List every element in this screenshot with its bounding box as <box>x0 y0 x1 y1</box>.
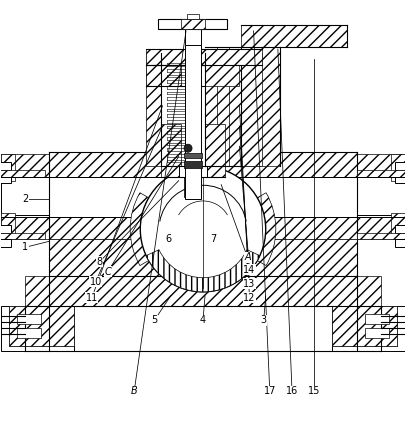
Bar <box>178 166 207 177</box>
Bar <box>205 124 225 177</box>
Text: 2: 2 <box>22 194 28 204</box>
Bar <box>1 306 73 350</box>
Bar <box>356 177 404 215</box>
Bar <box>332 306 396 347</box>
Text: C: C <box>104 267 111 276</box>
Bar <box>186 14 198 19</box>
Text: 16: 16 <box>285 386 297 396</box>
Text: B: B <box>130 386 137 396</box>
Text: 11: 11 <box>85 293 98 303</box>
Bar <box>146 49 261 65</box>
Bar <box>1 154 49 177</box>
Text: 7: 7 <box>209 234 216 244</box>
Bar <box>0 233 45 239</box>
Text: 13: 13 <box>243 279 255 289</box>
Bar <box>9 306 73 347</box>
Bar <box>394 225 405 233</box>
Bar <box>160 53 205 166</box>
Bar <box>356 233 404 239</box>
Bar <box>49 239 356 276</box>
Bar <box>185 29 200 45</box>
Bar <box>49 215 356 239</box>
Bar <box>183 161 201 169</box>
Bar <box>183 154 201 158</box>
Bar <box>332 306 404 350</box>
Bar <box>356 170 404 177</box>
Bar <box>49 177 356 217</box>
Bar <box>241 25 346 47</box>
Bar <box>184 177 201 197</box>
Bar <box>394 163 405 170</box>
Bar <box>356 154 404 177</box>
Text: 6: 6 <box>165 234 171 244</box>
Bar <box>356 217 404 239</box>
Text: 12: 12 <box>243 293 255 303</box>
Bar <box>394 239 405 247</box>
Bar <box>9 306 73 347</box>
Bar <box>146 53 180 166</box>
Bar <box>241 47 279 166</box>
Bar <box>390 154 404 181</box>
Text: A: A <box>243 252 250 262</box>
Bar <box>49 152 356 177</box>
Bar <box>158 19 227 29</box>
Bar <box>390 213 404 239</box>
Bar <box>185 29 200 199</box>
Bar <box>1 213 15 239</box>
Bar <box>205 53 261 166</box>
Bar <box>364 314 388 324</box>
Bar <box>160 124 180 177</box>
Wedge shape <box>252 193 275 266</box>
Text: 8: 8 <box>96 257 102 267</box>
Bar <box>146 65 180 86</box>
Bar <box>0 239 11 247</box>
Bar <box>364 328 388 338</box>
Bar <box>180 19 205 29</box>
Text: 15: 15 <box>307 386 320 396</box>
Bar <box>0 163 11 170</box>
Text: 4: 4 <box>199 315 206 325</box>
Text: 10: 10 <box>90 277 102 287</box>
Text: 3: 3 <box>260 315 266 325</box>
Bar <box>205 65 239 86</box>
Bar <box>205 47 241 166</box>
Bar <box>1 217 49 239</box>
Text: 1: 1 <box>22 243 28 252</box>
Bar <box>0 177 11 183</box>
Bar <box>1 177 49 215</box>
Bar <box>332 306 396 347</box>
Circle shape <box>140 166 265 292</box>
Bar <box>0 225 11 233</box>
Wedge shape <box>146 250 259 292</box>
Wedge shape <box>130 193 153 266</box>
Bar <box>394 177 405 183</box>
Bar <box>0 170 45 177</box>
Circle shape <box>183 144 192 152</box>
Bar <box>25 276 380 306</box>
Text: 14: 14 <box>243 264 255 275</box>
Text: 5: 5 <box>151 315 157 325</box>
Bar <box>1 154 15 181</box>
Bar <box>17 314 41 324</box>
Bar <box>17 328 41 338</box>
Text: 17: 17 <box>263 386 275 396</box>
